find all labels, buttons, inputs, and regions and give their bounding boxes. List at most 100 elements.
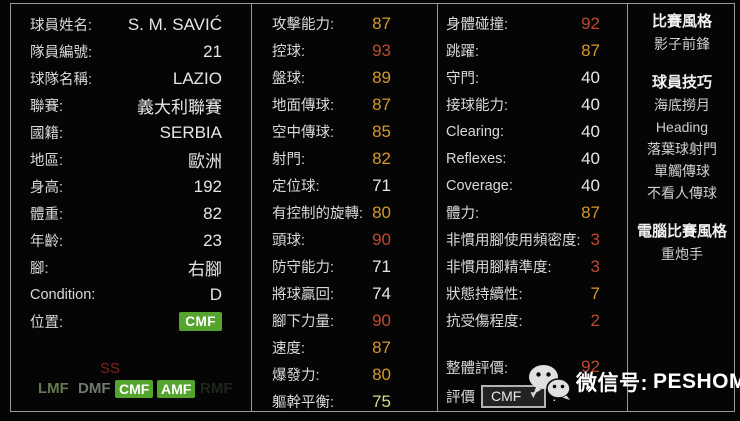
- stat-label: 抗受傷程度:: [446, 314, 523, 330]
- stat-value: 87: [372, 337, 391, 357]
- outer-frame: [10, 3, 735, 412]
- profile-row: 地區: 歐洲: [30, 146, 222, 173]
- profile-label: 隊員編號:: [30, 45, 93, 61]
- stat-label: 腳下力量:: [272, 314, 335, 330]
- column-divider: [437, 3, 438, 412]
- stat-label: Clearing:: [446, 123, 505, 140]
- stat-row: 接球能力: 40: [446, 91, 600, 118]
- position-ss: SS: [100, 360, 121, 377]
- profile-label: 國籍:: [30, 126, 64, 142]
- profile-label: 年齡:: [30, 234, 64, 250]
- wechat-label: 微信号:: [576, 372, 648, 395]
- stat-row: 狀態持續性: 7: [446, 280, 600, 307]
- age-value: 23: [203, 230, 222, 250]
- condition-value: D: [209, 284, 222, 304]
- section-title: 球員技巧: [651, 74, 712, 91]
- stat-label: 盤球:: [272, 71, 306, 87]
- stat-label: 速度:: [272, 341, 306, 357]
- stat-row: 速度: 87: [272, 334, 391, 361]
- stat-label: 軀幹平衡:: [272, 395, 335, 411]
- stat-label: 狀態持續性:: [446, 287, 523, 303]
- stat-value: 89: [372, 67, 391, 87]
- profile-row: 腳: 右腳: [30, 254, 222, 281]
- wechat-icon: [529, 365, 571, 400]
- profile-row: 國籍: SERBIA: [30, 119, 222, 146]
- stat-row: 射門: 82: [272, 145, 391, 172]
- stat-label: 空中傳球:: [272, 125, 335, 141]
- stat-value: 3: [590, 229, 600, 249]
- foot-value: 右腳: [188, 260, 222, 279]
- profile-label: 體重:: [30, 207, 64, 223]
- profile-row: 年齡: 23: [30, 227, 222, 254]
- stat-label: 守門:: [446, 71, 480, 87]
- play-style-section: 比賽風格 影子前鋒: [632, 11, 732, 55]
- position-badge: CMF: [179, 312, 222, 331]
- stat-value: 85: [372, 121, 391, 141]
- profile-label: 聯賽:: [30, 99, 64, 115]
- profile-label: 球員姓名:: [30, 18, 93, 34]
- stat-label: 體力:: [446, 206, 480, 222]
- profile-label: 腳:: [30, 261, 49, 277]
- stat-value: 71: [372, 256, 391, 276]
- stat-label: 非慣用腳使用頻密度:: [446, 233, 581, 249]
- stat-row: 腳下力量: 90: [272, 307, 391, 334]
- stat-value: 2: [590, 310, 600, 330]
- player-profile-column: 球員姓名: S. M. SAVIĆ 隊員編號: 21 球隊名稱: LAZIO 聯賽: 義…: [11, 4, 251, 335]
- stat-row: 爆發力: 80: [272, 361, 391, 388]
- position-row: 位置: CMF: [30, 308, 222, 335]
- styles-panel: 比賽風格 影子前鋒 球員技巧 海底撈月 Heading 落葉球射門 單觸傳球 不…: [628, 4, 736, 265]
- stat-value: 87: [581, 40, 600, 60]
- wechat-watermark: 微信号: PESHOME: [527, 363, 740, 401]
- stat-row: Coverage: 40: [446, 172, 600, 199]
- section-item: 不看人傳球: [647, 185, 717, 201]
- stat-value: 87: [581, 202, 600, 222]
- section-title: 比賽風格: [651, 13, 712, 30]
- stat-row: 體力: 87: [446, 199, 600, 226]
- stat-value: 40: [581, 121, 600, 141]
- stat-label: 有控制的旋轉:: [272, 206, 364, 222]
- chevron-down-icon[interactable]: ▼: [528, 390, 539, 401]
- stat-value: 74: [372, 283, 391, 303]
- section-item: 單觸傳球: [654, 163, 710, 179]
- stat-row: Clearing: 40: [446, 118, 600, 145]
- stat-row: 跳躍: 87: [446, 37, 600, 64]
- overall-rating-label: 整體評價:: [446, 360, 509, 377]
- profile-row: 身高: 192: [30, 173, 222, 200]
- profile-row: 隊員編號: 21: [30, 38, 222, 65]
- profile-label: 地區:: [30, 153, 64, 169]
- stat-row: 頭球: 90: [272, 226, 391, 253]
- column-divider: [627, 3, 628, 412]
- stat-value: 87: [372, 94, 391, 114]
- stat-row: 非慣用腳使用頻密度: 3: [446, 226, 600, 253]
- position-cmf: CMF: [115, 380, 154, 398]
- profile-row: 聯賽: 義大利聯賽: [30, 92, 222, 119]
- profile-label: 身高:: [30, 180, 64, 196]
- stat-label: 攻擊能力:: [272, 17, 335, 33]
- position-amf: AMF: [157, 380, 196, 398]
- region-value: 歐洲: [188, 152, 222, 171]
- section-item: 落葉球射門: [647, 141, 717, 157]
- stat-value: 40: [581, 148, 600, 168]
- stat-row: 軀幹平衡: 75: [272, 388, 391, 415]
- stat-label: Coverage:: [446, 177, 513, 194]
- rating-position-select[interactable]: CMF ▼: [481, 384, 547, 408]
- team-name-value: LAZIO: [172, 68, 222, 88]
- stat-value: 80: [372, 202, 391, 222]
- stat-row: 防守能力: 71: [272, 253, 391, 280]
- player-name-value: S. M. SAVIĆ: [127, 14, 222, 34]
- player-skills-section: 球員技巧 海底撈月 Heading 落葉球射門 單觸傳球 不看人傳球: [632, 72, 732, 204]
- position-rmf: RMF: [200, 380, 233, 397]
- stat-value: 40: [581, 67, 600, 87]
- stat-value: 92: [581, 13, 600, 33]
- profile-label: 球隊名稱:: [30, 72, 93, 88]
- position-lmf: LMF: [38, 380, 69, 397]
- stat-value: 82: [372, 148, 391, 168]
- profile-row: 球員姓名: S. M. SAVIĆ: [30, 11, 222, 38]
- stat-row: Reflexes: 40: [446, 145, 600, 172]
- stat-row: 控球: 93: [272, 37, 391, 64]
- section-item: Heading: [655, 119, 709, 135]
- stat-label: 防守能力:: [272, 260, 335, 276]
- stat-label: Reflexes:: [446, 150, 507, 167]
- stat-value: 75: [372, 391, 391, 411]
